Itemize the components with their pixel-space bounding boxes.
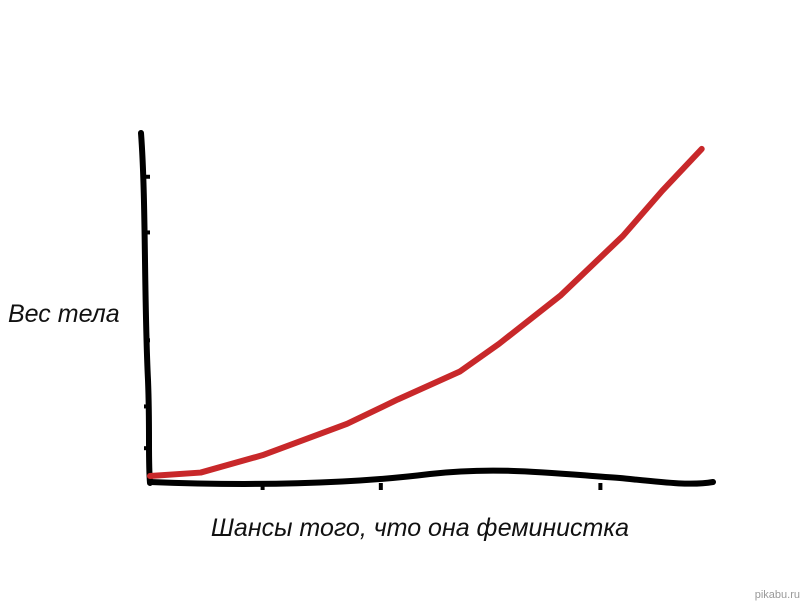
y-axis-label: Вес тела bbox=[8, 300, 120, 328]
x-axis-label: Шансы того, что она феминистка bbox=[211, 514, 629, 542]
y-axis bbox=[138, 130, 153, 486]
watermark: pikabu.ru bbox=[755, 589, 800, 601]
x-axis bbox=[147, 467, 716, 487]
line bbox=[147, 145, 705, 480]
